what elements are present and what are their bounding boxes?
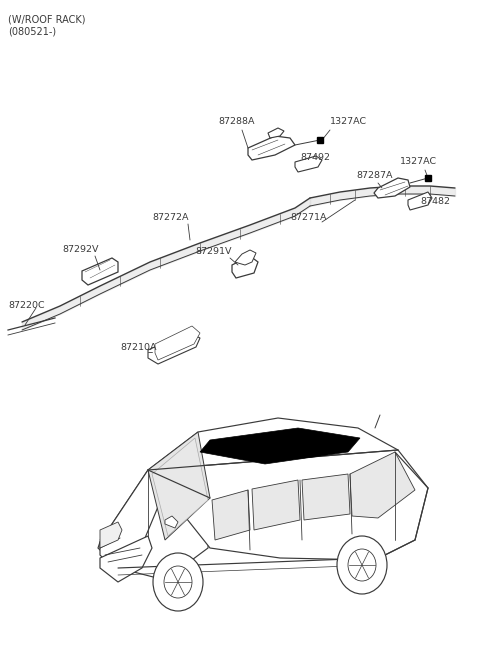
Text: 87272A: 87272A xyxy=(152,213,189,222)
Polygon shape xyxy=(252,480,300,530)
Polygon shape xyxy=(295,156,322,172)
Polygon shape xyxy=(100,536,152,582)
Polygon shape xyxy=(212,490,250,540)
Polygon shape xyxy=(232,256,258,278)
Text: 1327AC: 1327AC xyxy=(330,117,367,127)
Polygon shape xyxy=(302,474,350,520)
Polygon shape xyxy=(100,470,165,570)
Text: 87292V: 87292V xyxy=(62,245,98,255)
Text: 1327AC: 1327AC xyxy=(400,157,437,167)
Polygon shape xyxy=(235,250,256,265)
Polygon shape xyxy=(350,452,415,518)
Polygon shape xyxy=(98,470,210,580)
Polygon shape xyxy=(148,450,428,560)
Text: 87287A: 87287A xyxy=(356,171,393,180)
Polygon shape xyxy=(155,326,200,360)
Polygon shape xyxy=(374,178,410,198)
Polygon shape xyxy=(148,418,398,508)
Polygon shape xyxy=(200,428,360,464)
Polygon shape xyxy=(165,516,178,528)
Text: 87220C: 87220C xyxy=(8,300,45,310)
Polygon shape xyxy=(408,192,432,210)
Polygon shape xyxy=(148,332,200,364)
Text: 87210A: 87210A xyxy=(120,344,156,352)
Ellipse shape xyxy=(348,549,376,581)
Text: 87291V: 87291V xyxy=(195,247,231,256)
Text: 87492: 87492 xyxy=(300,154,330,163)
Ellipse shape xyxy=(153,553,203,611)
Polygon shape xyxy=(100,522,122,548)
Ellipse shape xyxy=(337,536,387,594)
Polygon shape xyxy=(82,258,118,285)
Polygon shape xyxy=(268,128,284,138)
Text: 87288A: 87288A xyxy=(218,117,254,127)
Polygon shape xyxy=(248,136,295,160)
Ellipse shape xyxy=(164,566,192,598)
Text: (W/ROOF RACK): (W/ROOF RACK) xyxy=(8,14,85,24)
Text: (080521-): (080521-) xyxy=(8,26,56,36)
Polygon shape xyxy=(148,432,210,540)
Text: 87482: 87482 xyxy=(420,197,450,207)
Text: 87271A: 87271A xyxy=(290,213,326,222)
Polygon shape xyxy=(152,438,208,536)
